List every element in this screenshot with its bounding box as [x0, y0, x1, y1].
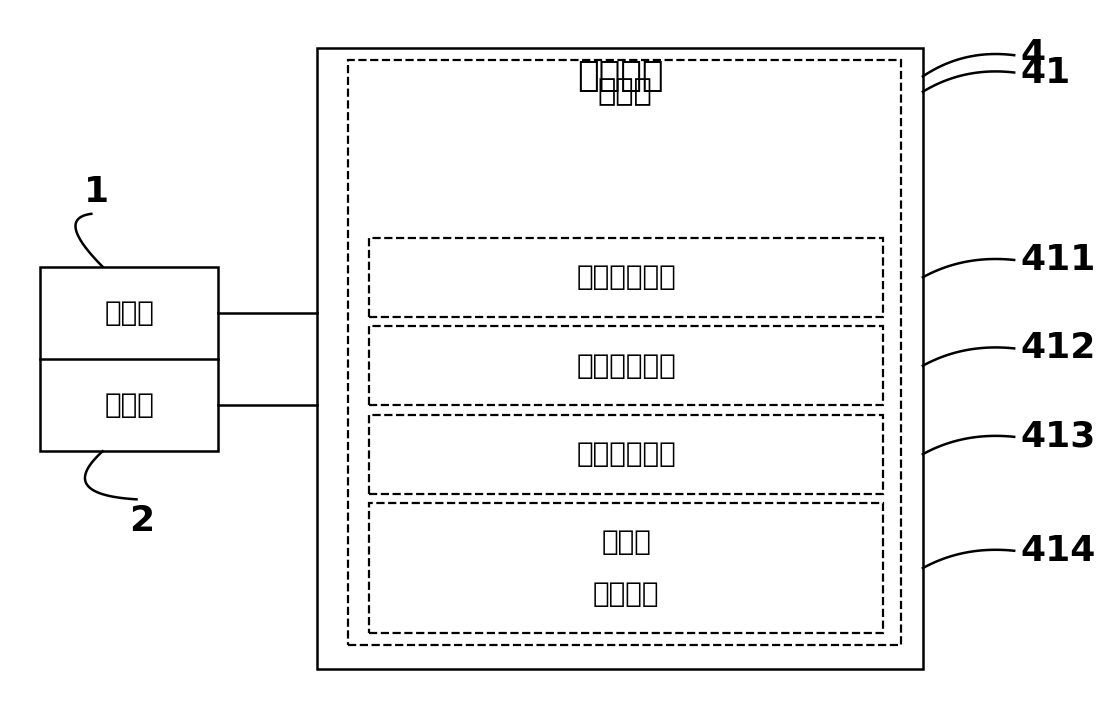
Text: 1: 1 [84, 175, 109, 209]
Text: 电容屏: 电容屏 [105, 299, 154, 327]
Text: 411: 411 [1021, 243, 1097, 277]
Bar [369, 503, 883, 633]
Bar [348, 60, 901, 645]
Text: 413: 413 [1021, 420, 1097, 454]
Text: 处理器: 处理器 [597, 77, 652, 106]
Text: 4: 4 [1021, 38, 1046, 72]
Bar [369, 414, 883, 493]
Text: 41: 41 [1021, 55, 1071, 90]
Text: 控制装置: 控制装置 [577, 60, 663, 93]
Bar [369, 238, 883, 317]
Text: 逻辑单元: 逻辑单元 [593, 580, 659, 608]
Text: 412: 412 [1021, 331, 1097, 366]
Bar [369, 326, 883, 405]
Bar [317, 47, 923, 670]
Text: 可编程: 可编程 [601, 528, 651, 556]
Text: 运算处理单元: 运算处理单元 [577, 263, 676, 291]
Text: 2: 2 [129, 504, 154, 538]
Bar [41, 267, 218, 451]
Text: 414: 414 [1021, 533, 1097, 568]
Text: 数据存储单元: 数据存储单元 [577, 440, 676, 468]
Text: 显示屏: 显示屏 [105, 391, 154, 419]
Text: 数据转换单元: 数据转换单元 [577, 352, 676, 380]
